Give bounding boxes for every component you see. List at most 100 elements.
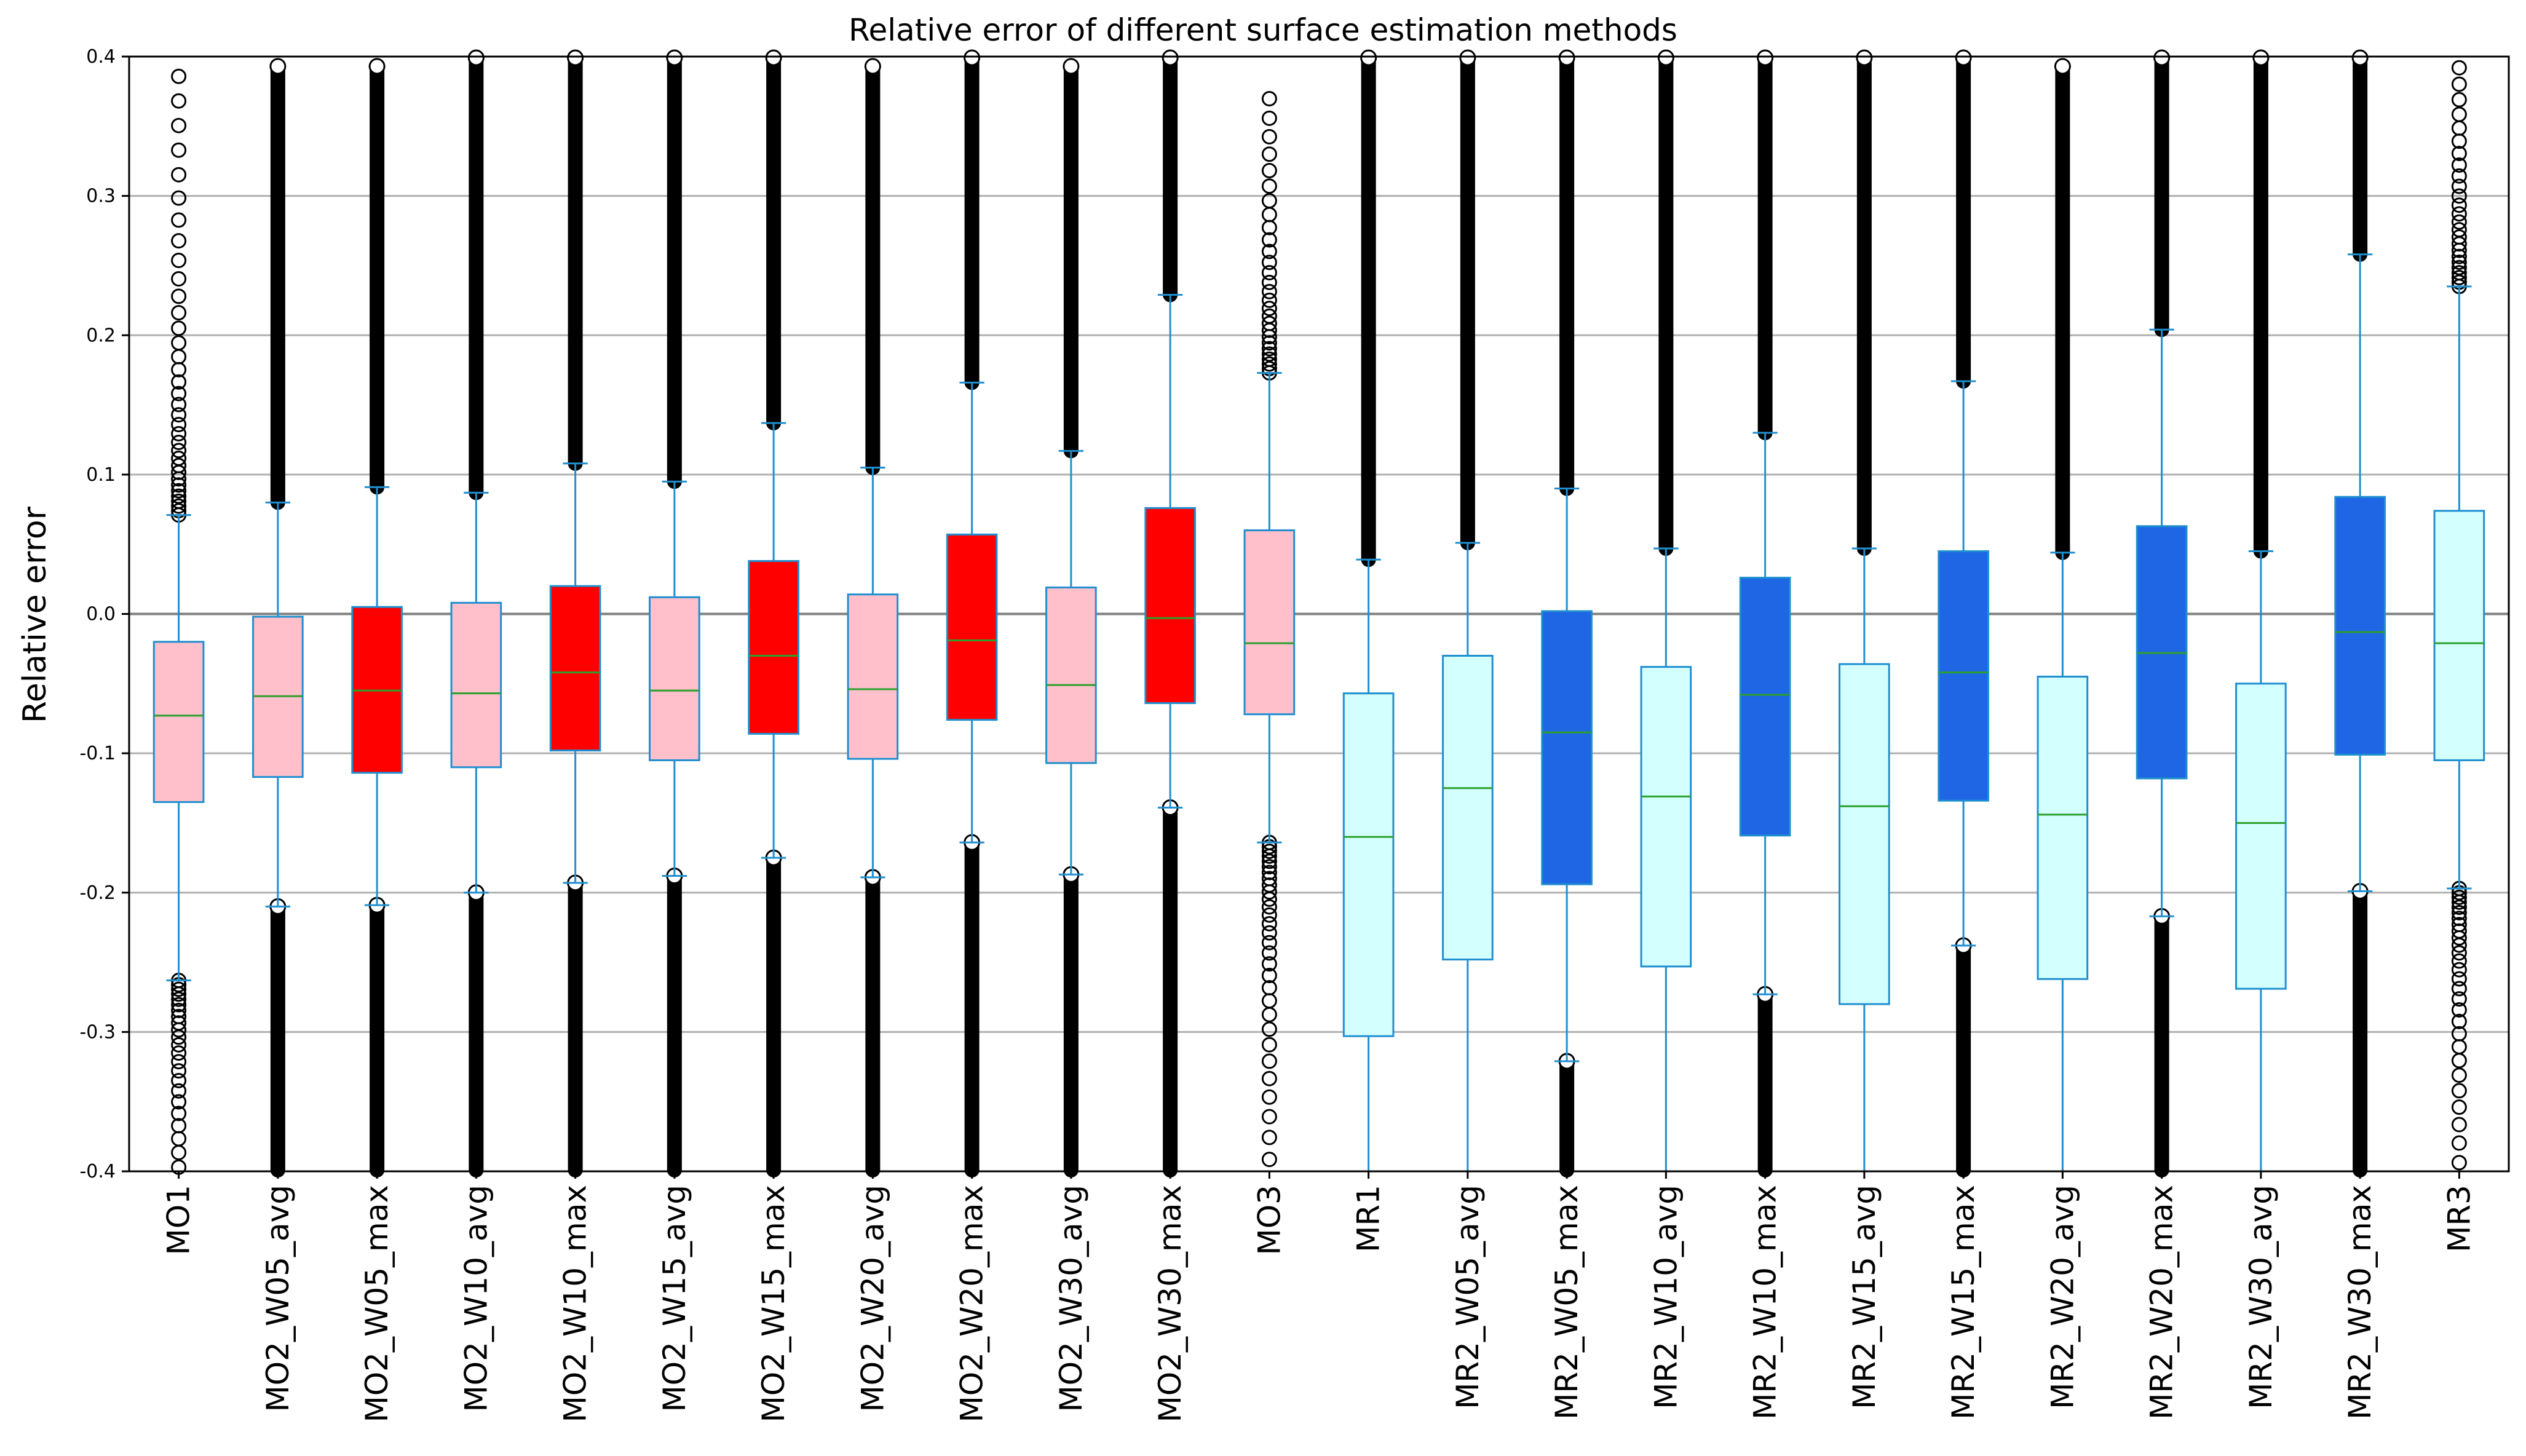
outlier-point [467, 49, 485, 66]
outlier-point [269, 58, 287, 75]
outlier-point [171, 425, 187, 441]
x-tick-label: MR2_W30_max [2342, 1185, 2378, 1420]
outlier-point [1261, 853, 1277, 869]
outlier-point [1757, 49, 1774, 66]
outlier-point [171, 349, 187, 365]
box-MR2_W30_max [2334, 49, 2386, 1177]
outlier-point [1261, 848, 1277, 864]
chart-title: Relative error of different surface esti… [849, 12, 1677, 48]
outlier-point [2451, 930, 2467, 946]
outlier-point [1261, 243, 1277, 259]
x-tick-label: MR2_W20_avg [2045, 1185, 2080, 1409]
outlier-point [171, 117, 187, 133]
outlier-point [1261, 899, 1277, 915]
outlier-point [2451, 1013, 2467, 1029]
outlier-point [2451, 106, 2467, 122]
outlier-point [1459, 49, 1476, 66]
y-tick-label: 0.4 [86, 46, 116, 68]
iqr-box [152, 641, 205, 803]
outlier-point [1261, 129, 1277, 144]
iqr-box [847, 593, 899, 760]
box-MO2_W05_avg [252, 58, 304, 1177]
outlier-point [1261, 1109, 1277, 1125]
outlier-point [1261, 935, 1277, 951]
outlier-point [2451, 1083, 2467, 1099]
outlier-point [2451, 146, 2467, 162]
box-MR3 [2433, 60, 2485, 1171]
iqr-box [2235, 682, 2287, 990]
box-MO2_W30_avg [1045, 58, 1097, 1177]
y-tick-label: -0.1 [79, 743, 116, 764]
outlier-point [171, 212, 187, 228]
outlier-point [171, 320, 187, 336]
outlier-point [2451, 1067, 2467, 1083]
outlier-point [171, 477, 187, 493]
outlier-point [2451, 1155, 2467, 1171]
outlier-point [2451, 981, 2467, 997]
outlier-point [1657, 49, 1674, 66]
box-MO2_W10_max [549, 49, 601, 1177]
outlier-point [1261, 993, 1277, 1009]
box-MO2_W20_max [946, 49, 998, 1177]
outlier-point [1261, 865, 1277, 880]
outlier-point [171, 488, 187, 504]
box-MO2_W30_max [1144, 49, 1196, 1177]
outlier-point [171, 435, 187, 451]
outlier-point [171, 498, 187, 514]
outlier-point [2451, 265, 2467, 281]
outlier-point [2451, 1053, 2467, 1069]
outlier-point [171, 1131, 187, 1147]
box-MO1 [152, 68, 205, 1175]
x-tick-label: MO2_W30_max [1152, 1185, 1188, 1422]
box-MR2_W20_max [2136, 49, 2188, 1177]
y-tick-label: 0.0 [86, 604, 116, 625]
outlier-point [171, 190, 187, 206]
outlier-point [171, 981, 187, 997]
outlier-point [368, 58, 386, 75]
outlier-point [1261, 341, 1277, 357]
outlier-point [171, 271, 187, 287]
outlier-point [2451, 911, 2467, 927]
outlier-point [171, 397, 187, 413]
outlier-point [1261, 292, 1277, 308]
outlier-point [171, 253, 187, 269]
outlier-point [171, 305, 187, 321]
plot-frame [128, 55, 2510, 1173]
x-tick-label: MR2_W05_max [1549, 1185, 1585, 1420]
outlier-point [1261, 907, 1277, 923]
outlier-point [2252, 49, 2270, 66]
outlier-point [171, 991, 187, 1007]
outlier-point [171, 1083, 187, 1099]
outlier-point [2451, 1117, 2467, 1133]
outlier-point [2054, 58, 2071, 75]
x-tick-label: MR3 [2441, 1185, 2477, 1252]
iqr-box [1045, 586, 1097, 764]
x-tick-label: MO2_W05_max [359, 1185, 395, 1422]
outlier-point [1063, 58, 1080, 75]
x-tick-label: MR2_W10_avg [1648, 1185, 1684, 1409]
outlier-point [1261, 859, 1277, 875]
outlier-point [2451, 962, 2467, 978]
outlier-point [1261, 232, 1277, 248]
outlier-point [171, 443, 187, 459]
outlier-point [964, 49, 981, 66]
outlier-point [1261, 1037, 1277, 1053]
iqr-box [1144, 507, 1196, 705]
x-tick-label: MO2_W10_avg [458, 1185, 494, 1412]
outlier-point [2451, 178, 2467, 194]
outlier-point [1261, 207, 1277, 223]
outlier-point [1261, 1053, 1277, 1069]
outlier-point [171, 483, 187, 499]
box-MR2_W05_max [1541, 49, 1593, 1177]
outlier-point [2451, 248, 2467, 264]
outlier-point [666, 49, 683, 66]
outlier-point [171, 142, 187, 158]
outlier-point [171, 1144, 187, 1160]
iqr-box [1442, 654, 1494, 961]
boxes [152, 49, 2485, 1177]
outlier-point [1261, 1089, 1277, 1105]
outlier-point [171, 457, 187, 473]
x-tick-label: MR2_W10_max [1748, 1185, 1783, 1420]
outlier-point [1261, 356, 1277, 372]
